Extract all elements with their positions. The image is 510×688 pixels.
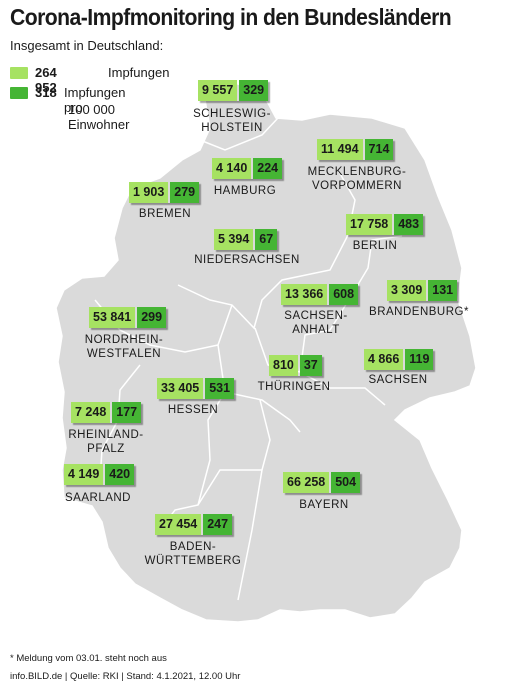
- state-badge-sachsen: 4 866 119: [364, 349, 434, 370]
- impfungen-value: 1 903: [129, 182, 169, 203]
- state-name-line: HESSEN: [167, 404, 219, 416]
- state-name-baden-württemberg: BADEN- WÜRTTEMBERG: [145, 540, 242, 568]
- state-badge-nordrhein-westfalen: 53 841 299: [89, 307, 167, 328]
- state-name-hessen: HESSEN: [168, 403, 218, 417]
- impfungen-value: 4 866: [364, 349, 404, 370]
- state-badge-bremen: 1 903 279: [129, 182, 200, 203]
- subtitle: Insgesamt in Deutschland:: [10, 38, 164, 53]
- footnote: * Meldung vom 03.01. steht noch aus: [10, 653, 167, 664]
- state-name-nordrhein-westfalen: NORDRHEIN- WESTFALEN: [85, 333, 163, 361]
- state-name-bayern: BAYERN: [299, 498, 348, 512]
- state-name-line: NIEDERSACHSEN: [194, 254, 300, 266]
- state-name-line: SAARLAND: [65, 492, 131, 504]
- state-name-line: SCHLESWIG-: [193, 108, 271, 120]
- impfungen-value: 66 258: [283, 472, 330, 493]
- state-name-line: SACHSEN: [368, 374, 428, 386]
- impfungen-value: 9 557: [198, 80, 238, 101]
- impfungen-value: 53 841: [89, 307, 136, 328]
- pro-100000-value: 420: [105, 464, 135, 485]
- pro-100000-value: 504: [331, 472, 361, 493]
- state-name-thüringen: THÜRINGEN: [258, 380, 331, 394]
- state-name-line: VORPOMMERN: [312, 180, 402, 192]
- pro-100000-value: 279: [170, 182, 200, 203]
- legend-total-value: 264 952: [35, 65, 57, 95]
- pro-100000-value: 483: [394, 214, 424, 235]
- state-name-line: WÜRTTEMBERG: [144, 555, 242, 567]
- state-name-line: HAMBURG: [213, 185, 277, 197]
- impfungen-value: 4 140: [212, 158, 252, 179]
- state-badge-schleswig-holstein: 9 557 329: [198, 80, 269, 101]
- state-name-mecklenburg-vorpommern: MECKLENBURG- VORPOMMERN: [308, 165, 407, 193]
- legend-swatch-impfungen: [10, 67, 28, 79]
- state-name-line: ANHALT: [292, 324, 340, 336]
- impfungen-value: 13 366: [281, 284, 328, 305]
- state-badge-thüringen: 810 37: [269, 355, 322, 376]
- pro-100000-value: 224: [253, 158, 283, 179]
- state-badge-niedersachsen: 5 394 67: [214, 229, 278, 250]
- legend-density-value: 318: [35, 85, 57, 100]
- pro-100000-value: 714: [364, 139, 394, 160]
- pro-100000-value: 67: [255, 229, 278, 250]
- state-name-saarland: SAARLAND: [65, 491, 131, 505]
- impfungen-value: 810: [269, 355, 298, 376]
- impfungen-value: 11 494: [317, 139, 363, 160]
- pro-100000-value: 37: [299, 355, 322, 376]
- page-title: Corona-Impfmonitoring in den Bundeslände…: [10, 4, 452, 30]
- state-name-line: MECKLENBURG-: [307, 166, 407, 178]
- legend-density-label-cont: 100 000 Einwohner: [68, 102, 130, 132]
- state-name-line: PFALZ: [87, 443, 125, 455]
- legend-total-label: Impfungen: [108, 65, 170, 80]
- state-name-line: BERLIN: [352, 240, 398, 252]
- state-name-line: SACHSEN-: [284, 310, 348, 322]
- impfungen-value: 27 454: [155, 514, 202, 535]
- state-name-hamburg: HAMBURG: [214, 184, 276, 198]
- state-name-line: THÜRINGEN: [257, 381, 331, 393]
- pro-100000-value: 329: [239, 80, 269, 101]
- state-name-line: NORDRHEIN-: [84, 334, 164, 346]
- pro-100000-value: 299: [137, 307, 167, 328]
- state-name-schleswig-holstein: SCHLESWIG- HOLSTEIN: [193, 107, 271, 135]
- pro-100000-value: 608: [329, 284, 359, 305]
- state-name-line: RHEINLAND-: [68, 429, 144, 441]
- state-badge-mecklenburg-vorpommern: 11 494 714: [317, 139, 394, 160]
- impfungen-value: 17 758: [346, 214, 393, 235]
- impfungen-value: 7 248: [71, 402, 111, 423]
- state-badge-brandenburg: 3 309 131: [387, 280, 458, 301]
- state-badge-berlin: 17 758 483: [346, 214, 424, 235]
- state-badge-bayern: 66 258 504: [283, 472, 361, 493]
- state-name-sachsen-anhalt: SACHSEN- ANHALT: [284, 309, 347, 337]
- state-name-line: BADEN-: [169, 541, 217, 553]
- state-name-sachsen: SACHSEN: [368, 373, 427, 387]
- state-name-bremen: BREMEN: [139, 207, 191, 221]
- impfungen-value: 5 394: [214, 229, 254, 250]
- state-name-line: BRANDENBURG*: [369, 306, 469, 318]
- pro-100000-value: 119: [405, 349, 434, 370]
- pro-100000-value: 531: [205, 378, 235, 399]
- pro-100000-value: 177: [112, 402, 142, 423]
- impfungen-value: 4 149: [64, 464, 104, 485]
- legend-density-label: Impfungen pro: [64, 85, 126, 115]
- state-name-line: BAYERN: [299, 499, 349, 511]
- state-name-line: HOLSTEIN: [201, 122, 263, 134]
- pro-100000-value: 247: [203, 514, 233, 535]
- impfungen-value: 33 405: [157, 378, 204, 399]
- state-badge-sachsen-anhalt: 13 366 608: [281, 284, 359, 305]
- state-name-rheinland-pfalz: RHEINLAND- PFALZ: [68, 428, 143, 456]
- state-name-berlin: BERLIN: [353, 239, 398, 253]
- state-name-line: BREMEN: [138, 208, 192, 220]
- pro-100000-value: 131: [428, 280, 458, 301]
- state-badge-hessen: 33 405 531: [157, 378, 235, 399]
- state-name-niedersachsen: NIEDERSACHSEN: [194, 253, 300, 267]
- state-badge-rheinland-pfalz: 7 248 177: [71, 402, 142, 423]
- state-name-line: WESTFALEN: [86, 348, 162, 360]
- source-line: info.BILD.de | Quelle: RKI | Stand: 4.1.…: [10, 671, 241, 682]
- impfungen-value: 3 309: [387, 280, 427, 301]
- state-name-brandenburg: BRANDENBURG*: [369, 305, 469, 319]
- state-badge-baden-württemberg: 27 454 247: [155, 514, 233, 535]
- legend-swatch-pro-100000: [10, 87, 28, 99]
- state-badge-hamburg: 4 140 224: [212, 158, 283, 179]
- state-badge-saarland: 4 149 420: [64, 464, 135, 485]
